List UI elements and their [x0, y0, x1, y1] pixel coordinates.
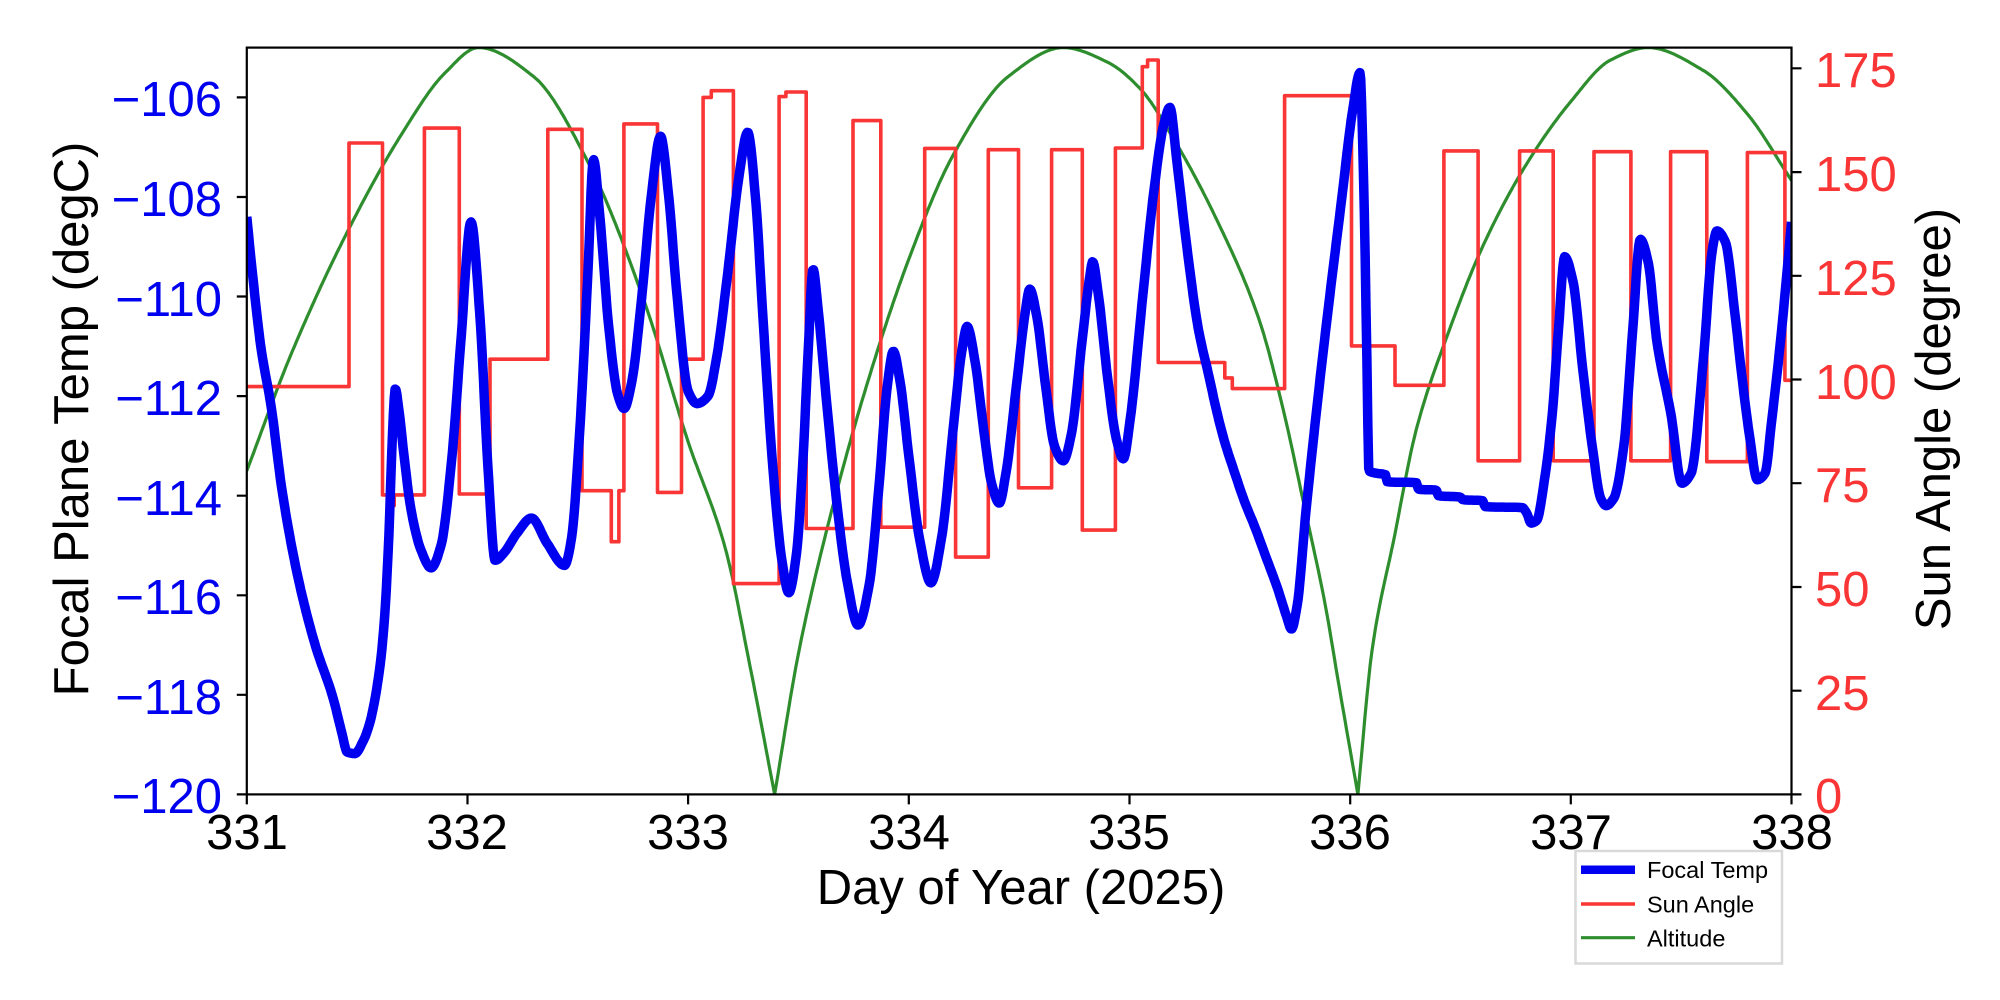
svg-text:−108: −108	[112, 173, 222, 227]
svg-text:−120: −120	[112, 770, 222, 824]
svg-text:332: 332	[426, 806, 508, 860]
svg-text:75: 75	[1815, 459, 1870, 513]
svg-text:0: 0	[1815, 770, 1842, 824]
svg-text:−116: −116	[115, 571, 222, 625]
svg-text:Focal Temp: Focal Temp	[1647, 857, 1768, 883]
svg-text:336: 336	[1309, 806, 1391, 860]
svg-text:335: 335	[1088, 806, 1170, 860]
svg-text:150: 150	[1815, 148, 1897, 202]
svg-text:175: 175	[1815, 44, 1897, 98]
svg-text:25: 25	[1815, 667, 1870, 721]
svg-text:Focal Plane Temp (degC): Focal Plane Temp (degC)	[45, 142, 99, 697]
svg-text:−118: −118	[115, 671, 222, 725]
svg-text:−114: −114	[115, 472, 222, 526]
svg-text:Day of Year (2025): Day of Year (2025)	[817, 861, 1226, 915]
svg-text:125: 125	[1815, 252, 1897, 306]
svg-text:−110: −110	[115, 273, 222, 327]
svg-text:Sun Angle: Sun Angle	[1647, 892, 1754, 918]
svg-text:−106: −106	[112, 73, 222, 127]
svg-text:Sun Angle (degree): Sun Angle (degree)	[1907, 208, 1961, 630]
svg-text:50: 50	[1815, 563, 1870, 617]
svg-text:333: 333	[647, 806, 729, 860]
svg-text:−112: −112	[115, 372, 222, 426]
svg-text:334: 334	[868, 806, 950, 860]
svg-text:Altitude: Altitude	[1647, 926, 1725, 952]
svg-text:331: 331	[206, 806, 288, 860]
svg-text:100: 100	[1815, 356, 1897, 410]
